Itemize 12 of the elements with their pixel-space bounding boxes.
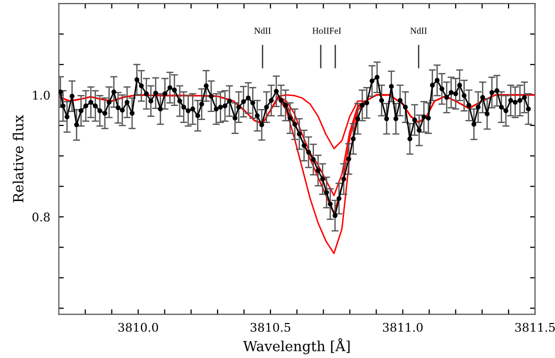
y-axis-title: Relative flux: [12, 114, 24, 202]
x-tick-label: 3810.5: [250, 322, 290, 332]
y-tick-label: 1.0: [33, 90, 50, 100]
ref-line-label: HoII: [312, 28, 329, 34]
y-tick-label: 0.8: [32, 212, 50, 222]
x-axis-title: Wavelength [Å]: [243, 338, 350, 354]
x-tick-label: 3810.0: [118, 322, 158, 332]
ref-line-label: NdII: [410, 27, 427, 34]
x-tick-label: 3811.5: [515, 322, 555, 332]
x-tick-label: 3811.0: [382, 322, 423, 332]
ref-line-label: FeI: [330, 28, 341, 34]
ref-line-label: NdII: [254, 27, 271, 34]
